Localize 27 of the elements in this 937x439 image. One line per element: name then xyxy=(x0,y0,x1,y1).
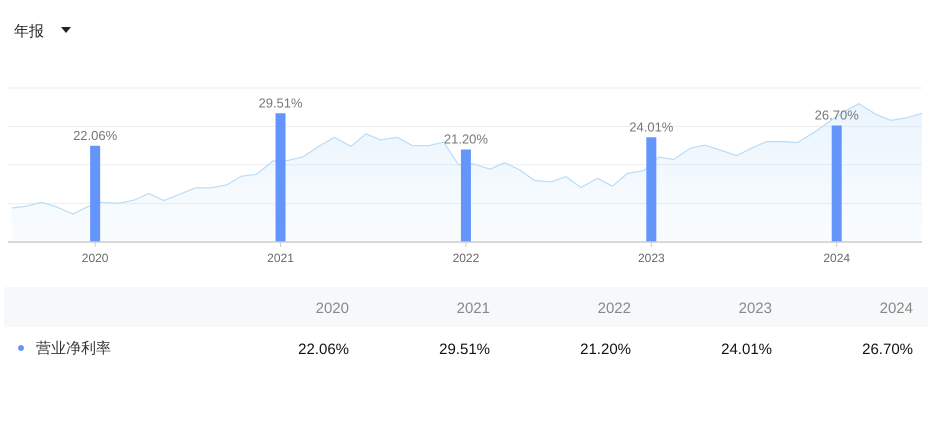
text: 2024 xyxy=(880,300,913,317)
text: 26.70% xyxy=(862,341,913,358)
text: 2021 xyxy=(456,300,490,317)
data-label: 22.06% xyxy=(73,128,118,143)
chart-title: 年报 xyxy=(14,23,44,40)
text: 2023 xyxy=(738,300,772,317)
text: 29.51% xyxy=(439,341,490,358)
bar xyxy=(646,137,656,242)
data-label: 26.70% xyxy=(814,108,860,123)
x-tick-label: 2021 xyxy=(267,251,294,265)
text: 2020 xyxy=(316,300,349,317)
legend-label: 营业净利率 xyxy=(36,340,111,357)
bar xyxy=(460,150,471,242)
text: 24.01% xyxy=(721,341,772,358)
bar xyxy=(90,146,100,242)
text: 21.20% xyxy=(580,341,631,358)
text: 2022 xyxy=(598,300,631,317)
x-tick-label: 2020 xyxy=(82,251,109,265)
x-tick-label: 2024 xyxy=(823,251,850,265)
bar xyxy=(276,113,286,242)
data-label: 24.01% xyxy=(629,119,674,134)
x-tick-label: 2022 xyxy=(452,251,480,265)
data-label: 21.20% xyxy=(444,132,488,147)
bar xyxy=(832,126,842,242)
data-label: 29.51% xyxy=(258,95,304,110)
x-tick-label: 2023 xyxy=(638,251,665,265)
text: 22.06% xyxy=(298,341,349,358)
